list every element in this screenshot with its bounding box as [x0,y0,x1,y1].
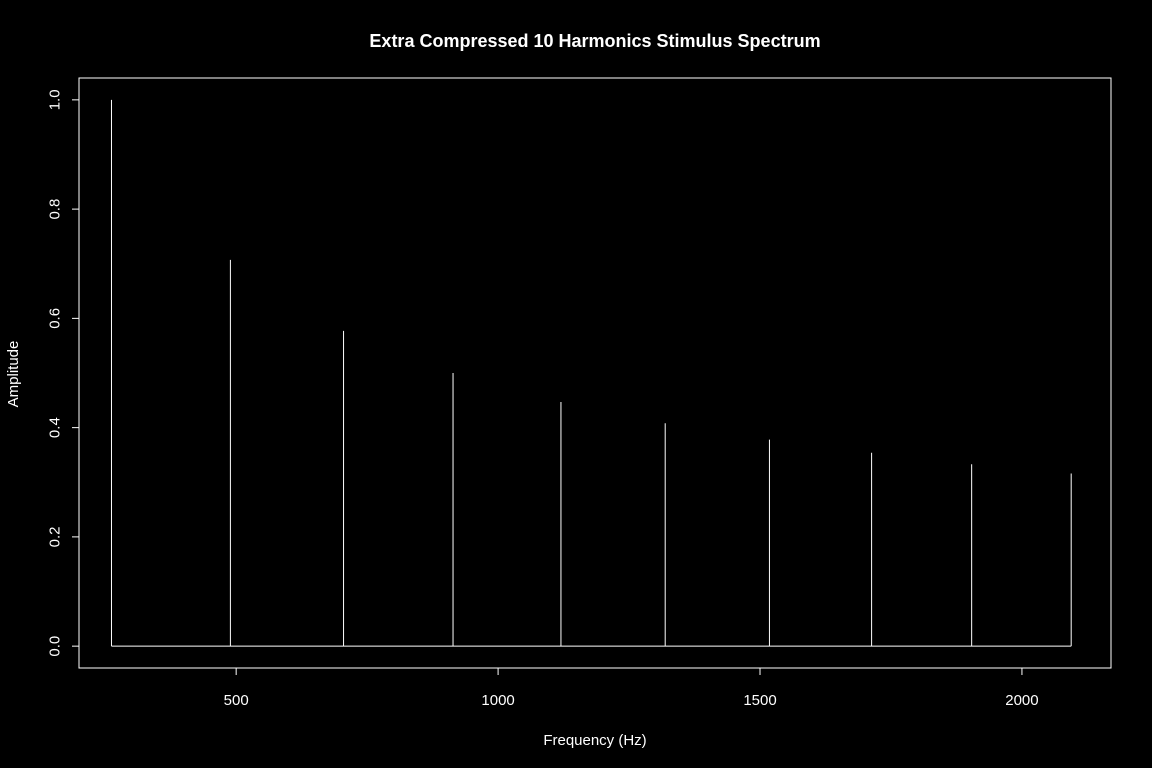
x-tick-label: 1500 [743,692,776,709]
x-axis-label: Frequency (Hz) [543,732,646,749]
spectrum-stems [110,99,1072,647]
x-tick-label: 2000 [1005,692,1038,709]
y-tick-label: 1.0 [47,89,64,110]
y-tick-label: 0.6 [47,308,64,329]
y-tick-label: 0.0 [47,636,64,657]
x-tick-label: 500 [224,692,249,709]
y-axis: 0.0 0.2 0.4 0.6 0.8 1.0 [47,89,80,657]
y-axis-label: Amplitude [5,341,22,408]
x-axis: 500 1000 1500 2000 [224,667,1039,709]
y-tick-label: 0.4 [47,417,64,438]
plot-frame [78,77,1112,669]
y-tick-label: 0.8 [47,199,64,220]
x-tick-label: 1000 [481,692,514,709]
chart-title: Extra Compressed 10 Harmonics Stimulus S… [369,31,820,51]
y-tick-label: 0.2 [47,526,64,547]
